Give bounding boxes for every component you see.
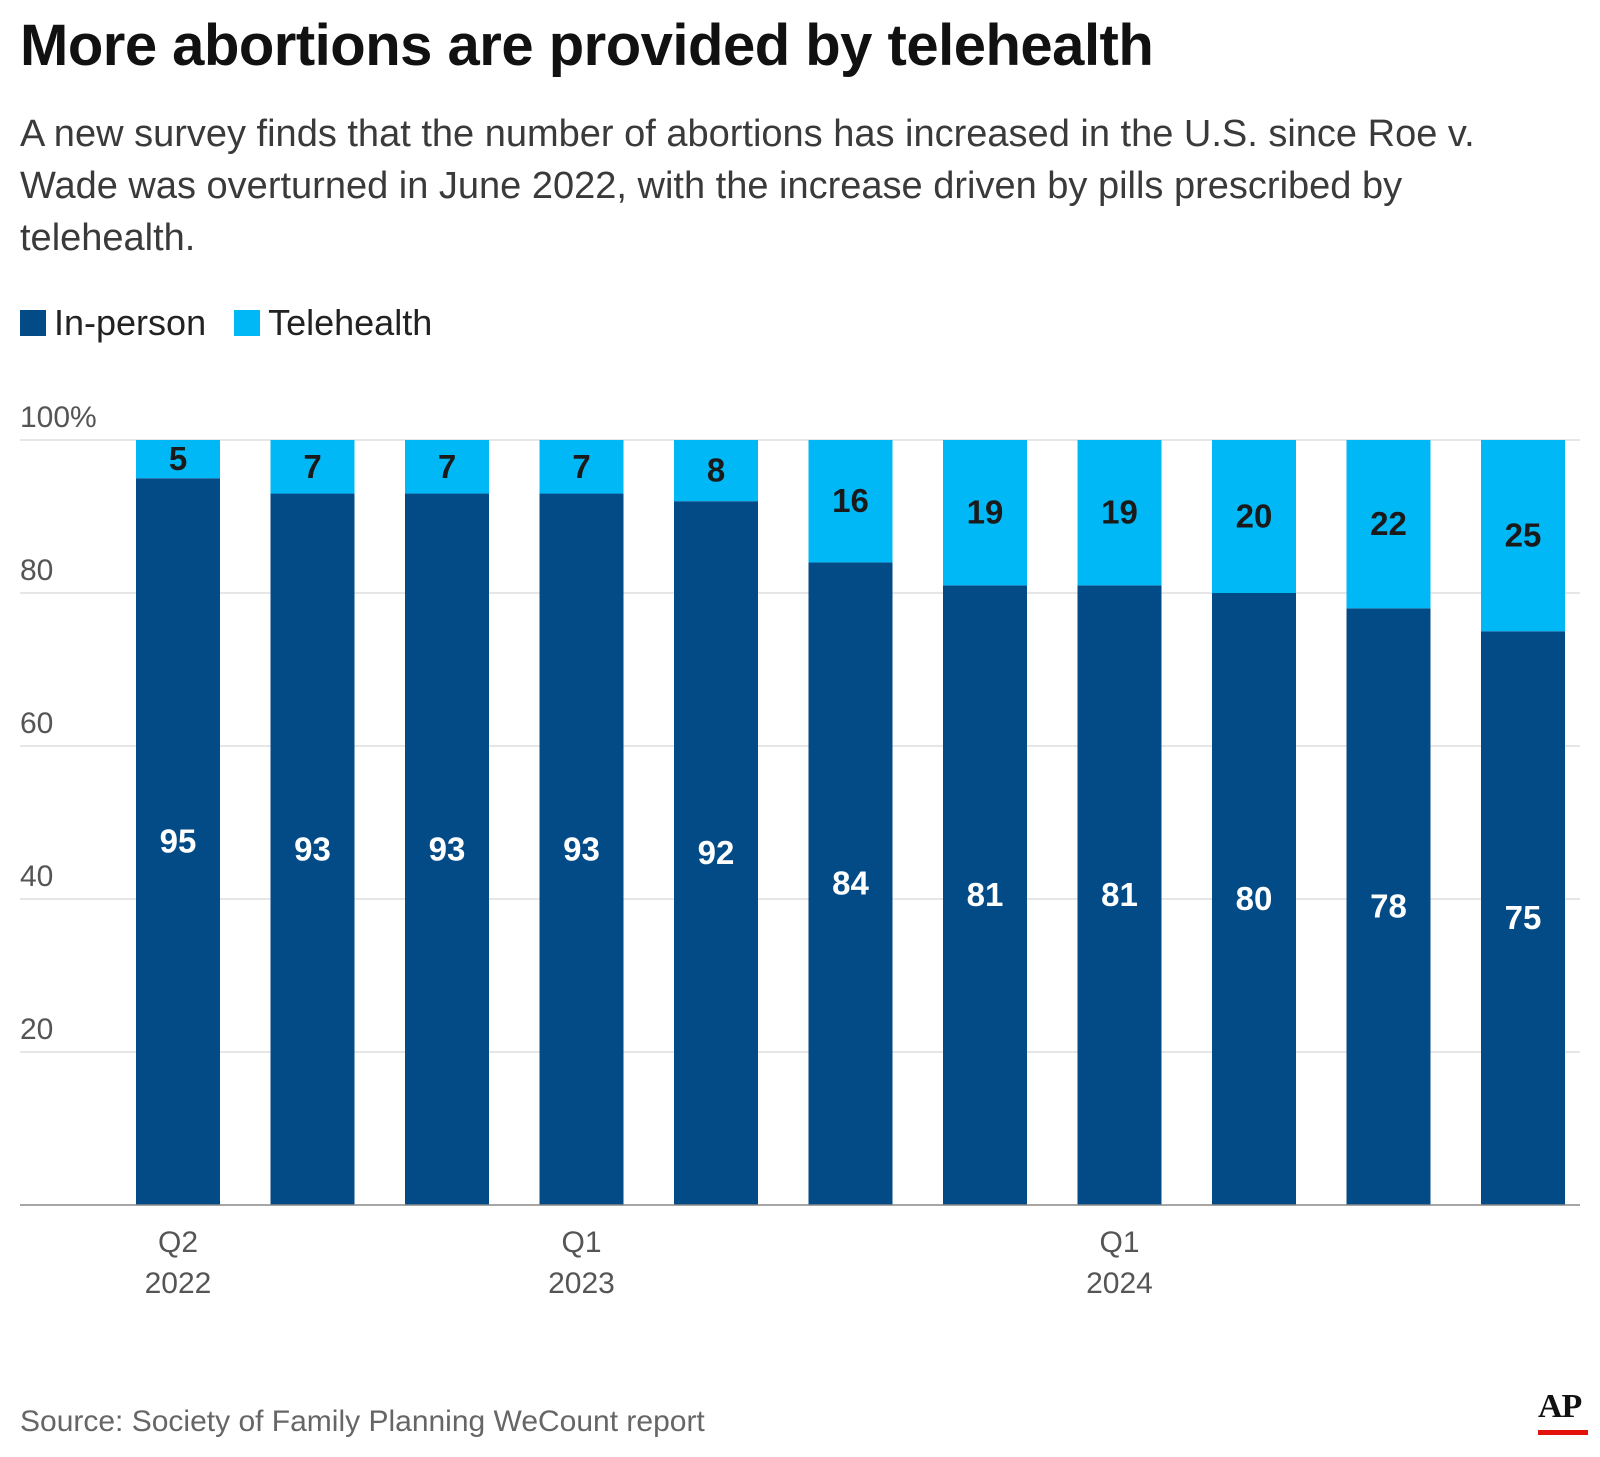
bar-in-person — [405, 493, 489, 1205]
bar-in-person — [539, 493, 624, 1205]
bar-telehealth — [270, 440, 355, 494]
data-label-telehealth: 5 — [169, 440, 187, 477]
bar-in-person — [943, 585, 1027, 1205]
data-label-telehealth: 22 — [1370, 505, 1407, 542]
data-label-telehealth: 25 — [1505, 517, 1542, 554]
bar-telehealth — [405, 440, 489, 494]
x-tick-label: 2023 — [548, 1267, 615, 1300]
data-label-telehealth: 19 — [1101, 494, 1138, 531]
data-label-in-person: 84 — [832, 865, 869, 902]
ap-logo-underline — [1538, 1430, 1588, 1435]
chart-title: More abortions are provided by telehealt… — [20, 13, 1154, 78]
data-label-in-person: 75 — [1505, 899, 1542, 936]
source-note: Source: Society of Family Planning WeCou… — [20, 1405, 705, 1438]
bar-in-person — [1481, 631, 1565, 1205]
bar-in-person — [136, 478, 220, 1205]
data-label-telehealth: 7 — [438, 448, 456, 485]
data-label-in-person: 95 — [160, 823, 197, 860]
data-label-in-person: 80 — [1236, 880, 1273, 917]
data-label-in-person: 93 — [294, 830, 331, 867]
bar-telehealth — [1481, 440, 1565, 632]
legend-label-in-person: In-person — [54, 302, 207, 343]
bar-in-person — [808, 562, 893, 1205]
bar-telehealth — [1346, 440, 1431, 609]
stacked-bar-chart: 20 40 60 80 100% 95 5 93 7 93 7 93 7 92 8 84 16 81 19 81 19 8… — [20, 401, 1580, 1300]
legend-swatch-telehealth — [234, 310, 261, 336]
data-label-in-person: 93 — [429, 830, 466, 867]
bar-in-person — [270, 493, 355, 1205]
bar-telehealth — [674, 440, 758, 502]
data-label-telehealth: 20 — [1236, 498, 1273, 535]
legend-label-telehealth: Telehealth — [268, 302, 433, 343]
legend-swatch-in-person — [20, 310, 46, 336]
chart-subtitle: A new survey finds that the number of ab… — [20, 113, 1475, 259]
bar-telehealth — [539, 440, 624, 494]
bar-telehealth — [1212, 440, 1296, 593]
y-tick-label: 20 — [20, 1013, 53, 1046]
data-label-in-person: 92 — [698, 834, 735, 871]
bar-in-person — [674, 501, 758, 1205]
data-label-in-person: 78 — [1370, 888, 1407, 925]
bar-telehealth — [136, 440, 220, 479]
data-label-telehealth: 16 — [832, 482, 869, 519]
x-tick-label: Q1 — [561, 1226, 601, 1259]
data-label-telehealth: 19 — [967, 494, 1004, 531]
legend: In-person Telehealth — [20, 302, 460, 344]
x-tick-label: 2024 — [1086, 1267, 1153, 1300]
data-label-in-person: 81 — [967, 876, 1004, 913]
legend-item-telehealth: Telehealth — [234, 302, 432, 344]
bar-in-person — [1212, 593, 1296, 1205]
data-label-telehealth: 7 — [303, 448, 321, 485]
data-label-in-person: 81 — [1101, 876, 1138, 913]
y-tick-label: 60 — [20, 707, 53, 740]
x-tick-label: Q1 — [1099, 1226, 1139, 1259]
y-tick-label: 80 — [20, 554, 53, 587]
y-tick-label: 40 — [20, 860, 53, 893]
data-label-telehealth: 8 — [707, 452, 725, 489]
bar-telehealth — [808, 440, 893, 563]
bar-telehealth — [1077, 440, 1162, 586]
ap-logo: AP — [1538, 1388, 1582, 1425]
data-label-in-person: 93 — [563, 830, 600, 867]
bar-telehealth — [943, 440, 1027, 586]
y-tick-label: 100% — [20, 401, 97, 434]
bar-in-person — [1346, 608, 1431, 1205]
bar-in-person — [1077, 585, 1162, 1205]
x-tick-label: Q2 — [158, 1226, 198, 1259]
legend-item-in-person: In-person — [20, 302, 206, 344]
x-tick-label: 2022 — [145, 1267, 212, 1300]
data-label-telehealth: 7 — [572, 448, 590, 485]
